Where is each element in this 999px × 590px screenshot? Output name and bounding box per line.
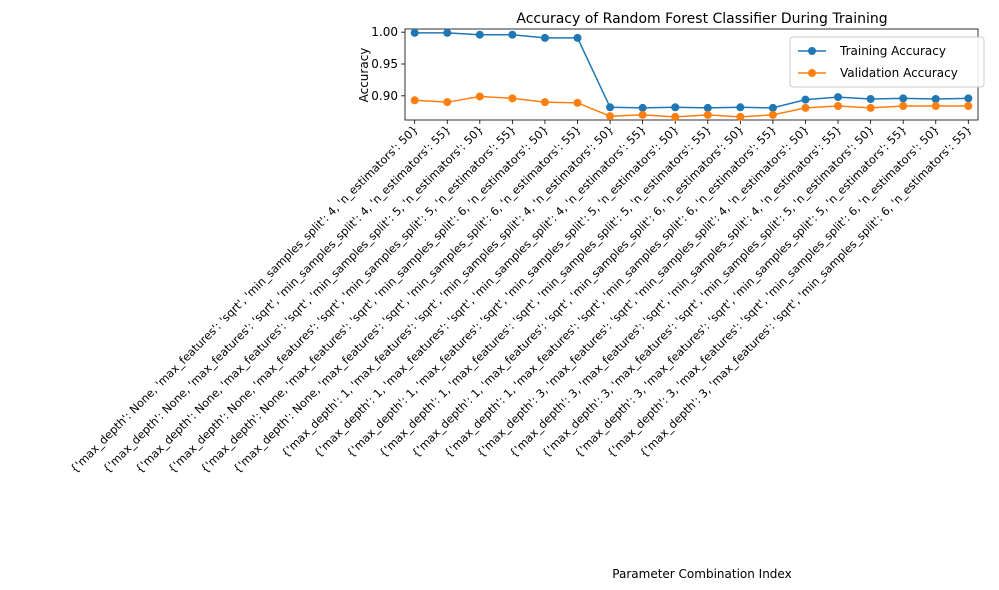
- legend-swatch-marker: [808, 69, 816, 77]
- data-point: [475, 30, 484, 39]
- data-point: [834, 93, 843, 102]
- y-tick-label: 0.90: [371, 89, 398, 103]
- data-point: [703, 110, 712, 119]
- chart-title: Accuracy of Random Forest Classifier Dur…: [516, 11, 887, 27]
- series-line: [414, 95, 969, 118]
- legend-label: Validation Accuracy: [840, 66, 958, 80]
- data-point: [410, 96, 419, 105]
- data-point: [931, 95, 940, 103]
- data-point: [443, 28, 452, 37]
- data-point: [801, 103, 810, 112]
- data-point: [964, 94, 973, 103]
- data-point: [866, 103, 875, 112]
- series-line: [414, 32, 969, 109]
- legend-swatch-marker: [808, 47, 816, 55]
- data-point: [606, 103, 615, 112]
- legend-label: Training Accuracy: [839, 44, 946, 58]
- y-tick-label: 1.00: [371, 25, 398, 39]
- data-point: [475, 92, 484, 101]
- data-point: [671, 112, 680, 121]
- data-point: [736, 112, 745, 121]
- data-point: [540, 98, 549, 107]
- data-point: [801, 95, 810, 104]
- legend-box: [789, 36, 985, 88]
- data-point: [899, 102, 908, 110]
- data-point: [834, 102, 843, 110]
- data-point: [606, 112, 615, 121]
- data-point: [899, 94, 908, 103]
- data-point: [703, 103, 712, 112]
- data-point: [671, 103, 680, 112]
- data-point: [931, 102, 940, 110]
- data-point: [964, 102, 973, 110]
- data-point: [443, 98, 452, 107]
- data-point: [508, 30, 517, 39]
- data-point: [768, 110, 777, 119]
- legend: Training Accuracy Validation Accuracy: [789, 36, 985, 88]
- data-point: [540, 33, 549, 42]
- y-axis-label: Accuracy: [357, 48, 371, 103]
- x-axis-label: Parameter Combination Index: [612, 567, 791, 581]
- y-tick-label: 0.95: [371, 57, 398, 71]
- data-point: [768, 103, 777, 112]
- data-point: [573, 33, 582, 42]
- data-point: [508, 94, 517, 103]
- data-point: [573, 98, 582, 107]
- data-point: [638, 103, 647, 112]
- data-point: [638, 110, 647, 119]
- data-point: [866, 95, 875, 103]
- data-point: [736, 103, 745, 112]
- data-point: [410, 28, 419, 37]
